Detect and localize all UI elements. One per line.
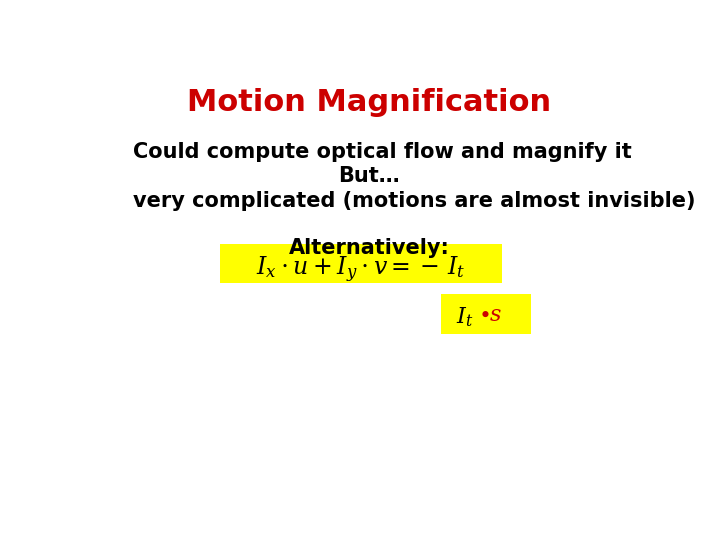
Text: Could compute optical flow and magnify it: Could compute optical flow and magnify i… — [132, 142, 631, 162]
Text: Motion Magnification: Motion Magnification — [187, 88, 551, 117]
Text: Alternatively:: Alternatively: — [289, 238, 449, 258]
Text: $I_x \cdot u + I_y \cdot v = -\, I_t$: $I_x \cdot u + I_y \cdot v = -\, I_t$ — [256, 255, 466, 285]
Text: ${\bullet}s$: ${\bullet}s$ — [479, 305, 503, 325]
FancyBboxPatch shape — [220, 244, 503, 284]
FancyBboxPatch shape — [441, 294, 531, 334]
Text: very complicated (motions are almost invisible): very complicated (motions are almost inv… — [132, 191, 695, 211]
Text: $I_t$: $I_t$ — [456, 305, 473, 329]
Text: But…: But… — [338, 166, 400, 186]
